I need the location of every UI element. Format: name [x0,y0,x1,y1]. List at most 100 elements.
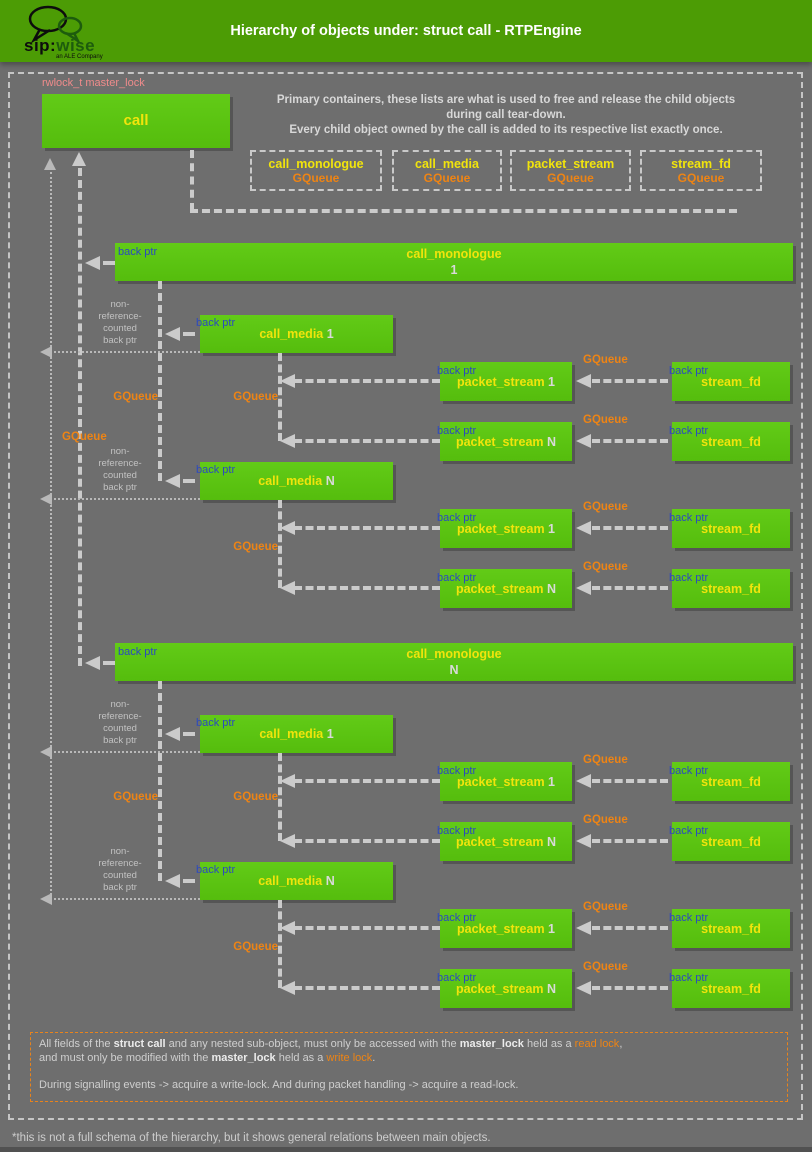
intro-line-3: Every child object owned by the call is … [289,124,723,136]
header: sip:wise an ALE Company Hierarchy of obj… [0,0,812,62]
fd-backptr-dash [592,379,668,383]
intro-line-1: Primary containers, these lists are what… [276,94,736,106]
left-arrow-icon [280,434,295,448]
left-arrow-icon [280,581,295,595]
non-ref-backptr-line [50,172,52,899]
left-arrow-icon [165,474,180,488]
left-arrow-icon [576,521,591,535]
left-arrow-icon [165,727,180,741]
back-ptr-label: back ptr [196,317,236,329]
gqueue-label: GQueue [62,431,107,443]
media-gqueue-line [158,281,162,481]
back-ptr-label: back ptr [437,365,477,377]
container-stream-fd: stream_fd GQueue [640,150,762,191]
stream-branch-dash [294,586,440,590]
stream-branch-dash [294,839,440,843]
left-arrow-icon [280,521,295,535]
stream-fd-node: stream_fd [672,762,790,801]
stream-fd-node: stream_fd [672,969,790,1008]
legend-line-1: All fields of the struct call and any ne… [39,1038,623,1050]
container-bus-vertical-line [190,150,194,211]
left-arrow-icon [40,746,52,758]
packet-stream-node: packet_stream N [440,569,572,608]
non-ref-backptr-branch [46,498,200,500]
gqueue-label: GQueue [583,561,628,573]
left-arrow-icon [576,921,591,935]
gqueue-label: GQueue [233,391,278,403]
stream-gqueue-line [278,500,282,588]
back-ptr-label: back ptr [669,512,709,524]
call-media-node: call_media N [200,862,393,900]
left-arrow-icon [165,327,180,341]
gqueue-label: GQueue [583,501,628,513]
stream-fd-node: stream_fd [672,509,790,548]
packet-stream-node: packet_stream N [440,822,572,861]
bottom-strip [0,1147,812,1152]
fd-backptr-dash [592,526,668,530]
packet-stream-node: packet_stream 1 [440,362,572,401]
stream-fd-node: stream_fd [672,909,790,948]
non-ref-backptr-branch [46,751,200,753]
gqueue-label: GQueue [233,941,278,953]
fd-backptr-dash [592,439,668,443]
logo-text: sip:wise [24,36,96,55]
stream-branch-dash [294,779,440,783]
left-arrow-icon [85,656,100,670]
diagram-outer-border [8,72,803,1120]
back-ptr-label: back ptr [196,717,236,729]
up-arrow-icon [72,152,86,166]
non-ref-label: non-reference-counted back ptr [98,446,142,493]
non-ref-label: non-reference-counted back ptr [98,699,142,746]
back-ptr-label: back ptr [118,246,158,258]
gqueue-label: GQueue [583,814,628,826]
back-ptr-dash [183,479,195,483]
back-ptr-label: back ptr [669,972,709,984]
packet-stream-node: packet_stream 1 [440,909,572,948]
left-arrow-icon [576,434,591,448]
stream-fd-node: stream_fd [672,822,790,861]
intro-text: Primary containers, these lists are what… [248,93,764,138]
back-ptr-label: back ptr [437,572,477,584]
back-ptr-label: back ptr [669,365,709,377]
back-ptr-label: back ptr [196,864,236,876]
gqueue-label: GQueue [583,901,628,913]
gqueue-label: GQueue [583,754,628,766]
call-media-node: call_media N [200,462,393,500]
page-title: Hierarchy of objects under: struct call … [230,23,582,39]
left-arrow-icon [280,981,295,995]
back-ptr-label: back ptr [437,425,477,437]
back-ptr-label: back ptr [196,464,236,476]
container-bus-horizontal-line [190,209,737,213]
back-ptr-label: back ptr [669,765,709,777]
back-ptr-dash [183,879,195,883]
container-call-monologue: call_monologue GQueue [250,150,382,191]
stream-gqueue-line [278,753,282,841]
back-ptr-label: back ptr [437,765,477,777]
back-ptr-dash [103,661,115,665]
call-monologue-node: call_monologue 1 [115,243,793,281]
back-ptr-label: back ptr [437,512,477,524]
call-media-node: call_media 1 [200,715,393,753]
gqueue-label: GQueue [233,541,278,553]
non-ref-backptr-branch [46,351,200,353]
up-arrow-icon [44,158,56,170]
gqueue-label: GQueue [113,391,158,403]
non-ref-backptr-branch [46,898,200,900]
back-ptr-label: back ptr [669,825,709,837]
logo-subtext: an ALE Company [56,54,103,60]
fd-backptr-dash [592,586,668,590]
left-arrow-icon [40,893,52,905]
fd-backptr-dash [592,839,668,843]
media-gqueue-line [158,681,162,881]
left-arrow-icon [165,874,180,888]
back-ptr-label: back ptr [118,646,158,658]
stream-branch-dash [294,526,440,530]
left-arrow-icon [280,374,295,388]
container-packet-stream: packet_stream GQueue [510,150,631,191]
left-arrow-icon [280,834,295,848]
back-ptr-dash [183,332,195,336]
stream-branch-dash [294,439,440,443]
back-ptr-label: back ptr [437,912,477,924]
fd-backptr-dash [592,779,668,783]
